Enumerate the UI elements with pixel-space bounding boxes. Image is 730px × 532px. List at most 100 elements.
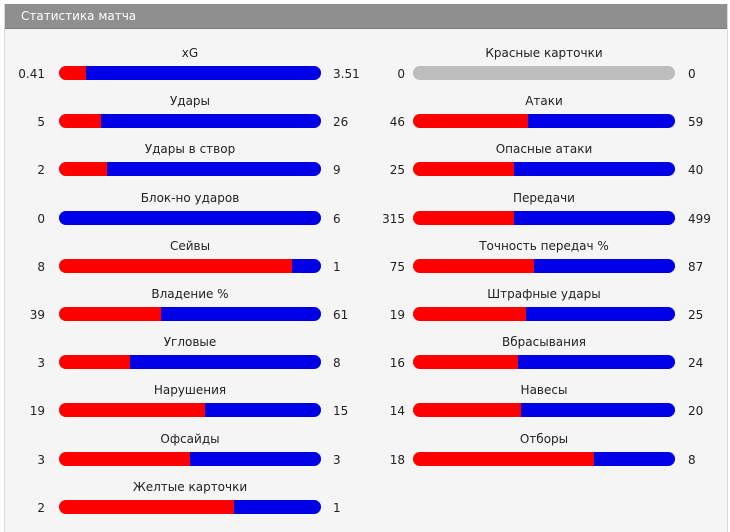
stat-home-value-shots_on_target: 2 — [37, 163, 45, 178]
stat-label-saves: Сейвы — [169, 238, 211, 253]
stat-bar-away-passes — [514, 210, 675, 225]
stat-home-value-throw_ins: 16 — [389, 356, 405, 371]
stat-bar-shots_on_target — [59, 162, 321, 177]
stat-label-red_cards: Красные карточки — [485, 46, 603, 60]
stat-bar-offsides — [59, 451, 321, 466]
stat-home-value-fouls: 19 — [29, 404, 45, 419]
stat-away-value-shots: 26 — [333, 115, 349, 130]
stat-bar-dangerous_attacks — [413, 162, 675, 177]
stat-away-value-offsides: 3 — [333, 452, 341, 467]
match-stats-panel: Статистика матча xG 0.41 3.51 Красные карто… — [4, 4, 728, 532]
stat-bar-away-blocked_shots — [59, 210, 321, 225]
stat-away-value-crosses: 20 — [688, 404, 704, 419]
stat-label-xg: xG — [181, 46, 199, 60]
stat-bar-throw_ins — [413, 355, 675, 370]
stat-label-crosses: Навесы — [520, 383, 568, 398]
stat-bar-home-throw_ins — [413, 355, 518, 370]
stat-home-value-free_kicks: 19 — [389, 308, 405, 322]
stat-bar-home-xg — [59, 66, 87, 80]
stat-bar-possession — [59, 307, 321, 321]
stat-label-attacks: Атаки — [525, 94, 563, 109]
stat-bar-home-shots_on_target — [59, 162, 107, 177]
stat-bar-home-saves — [59, 258, 292, 273]
stat-away-value-shots_on_target: 9 — [333, 163, 341, 178]
stat-home-value-passes: 315 — [382, 211, 405, 226]
stat-bar-home-possession — [59, 307, 162, 321]
stat-bar-home-attacks — [413, 114, 528, 129]
stat-bar-crosses — [413, 403, 675, 418]
stat-bar-xg — [59, 66, 321, 80]
stat-home-value-offsides: 3 — [37, 452, 45, 467]
stat-bar-attacks — [413, 114, 675, 129]
stat-bar-home-free_kicks — [413, 307, 527, 321]
panel-title: Статистика матча — [21, 9, 137, 23]
stat-bar-passes — [413, 210, 675, 225]
stat-away-value-free_kicks: 25 — [688, 308, 704, 322]
stat-away-value-pass_accuracy: 87 — [688, 259, 704, 274]
stat-bar-home-dangerous_attacks — [413, 162, 514, 177]
stat-label-blocked_shots: Блок-но ударов — [140, 190, 240, 205]
stat-away-value-corners: 8 — [333, 356, 341, 371]
stat-bar-away-tackles — [594, 451, 675, 466]
stat-bar-home-fouls — [59, 403, 206, 418]
stat-home-value-pass_accuracy: 75 — [389, 259, 405, 274]
stat-away-value-throw_ins: 24 — [688, 356, 704, 371]
stat-bar-away-shots — [101, 114, 321, 129]
stat-away-value-blocked_shots: 6 — [333, 211, 341, 226]
stat-away-value-xg: 3.51 — [333, 67, 360, 81]
stat-away-value-dangerous_attacks: 40 — [688, 163, 704, 178]
stat-label-throw_ins: Вбрасывания — [502, 335, 586, 350]
stat-bar-away-corners — [130, 355, 321, 370]
stat-label-passes: Передачи — [513, 190, 575, 205]
stat-home-value-dangerous_attacks: 25 — [389, 163, 405, 178]
stat-home-value-corners: 3 — [37, 356, 45, 371]
stat-label-fouls: Нарушения — [153, 383, 227, 398]
stat-home-value-possession: 39 — [29, 308, 45, 322]
stat-bar-away-shots_on_target — [106, 162, 321, 177]
stat-bar-saves — [59, 258, 321, 273]
stat-bar-corners — [59, 355, 321, 370]
stat-label-free_kicks: Штрафные удары — [487, 287, 601, 301]
stat-bar-home-offsides — [59, 451, 190, 466]
stat-home-value-shots: 5 — [37, 115, 45, 130]
stat-label-offsides: Офсайды — [160, 431, 220, 446]
stat-bar-home-tackles — [413, 451, 595, 466]
stat-bar-blocked_shots — [59, 210, 321, 225]
stat-bar-away-offsides — [190, 451, 321, 466]
stat-label-pass_accuracy: Точность передач % — [479, 238, 609, 253]
stat-label-shots_on_target: Удары в створ — [144, 142, 236, 157]
panel-header: Статистика матча — [5, 4, 727, 29]
stat-bar-home-passes — [413, 210, 515, 225]
stat-away-value-red_cards: 0 — [688, 67, 696, 81]
stat-bar-away-fouls — [205, 403, 321, 418]
stat-label-dangerous_attacks: Опасные атаки — [495, 142, 593, 157]
stat-bar-yellow_cards — [59, 499, 321, 514]
stat-bar-away-possession — [161, 307, 321, 321]
stat-label-corners: Угловые — [163, 335, 217, 350]
stat-bar-home-corners — [59, 355, 131, 370]
stat-home-value-yellow_cards: 2 — [37, 500, 45, 515]
stat-home-value-tackles: 18 — [389, 452, 405, 467]
stat-home-value-saves: 8 — [37, 259, 45, 274]
stat-bar-home-shots — [59, 114, 102, 129]
stat-bar-away-free_kicks — [526, 307, 675, 321]
stat-label-possession: Владение % — [151, 287, 229, 301]
stat-bar-away-saves — [291, 258, 321, 273]
stat-label-shots: Удары — [169, 94, 211, 109]
stat-bar-home-yellow_cards — [59, 499, 234, 514]
stat-bar-pass_accuracy — [413, 258, 675, 273]
stat-away-value-fouls: 15 — [333, 404, 349, 419]
stat-bar-away-attacks — [527, 114, 675, 129]
stat-away-value-possession: 61 — [333, 308, 349, 322]
stat-bar-away-dangerous_attacks — [513, 162, 675, 177]
stat-label-yellow_cards: Желтые карточки — [132, 479, 248, 494]
stat-away-value-tackles: 8 — [688, 452, 696, 467]
stat-bar-away-xg — [86, 66, 321, 80]
stat-away-value-saves: 1 — [333, 259, 341, 274]
stat-label-tackles: Отборы — [519, 431, 569, 446]
stat-bar-away-crosses — [520, 403, 675, 418]
stat-bar-away-yellow_cards — [233, 499, 321, 514]
stat-bar-away-throw_ins — [517, 355, 675, 370]
stat-home-value-blocked_shots: 0 — [37, 211, 45, 226]
stat-bar-shots — [59, 114, 321, 129]
